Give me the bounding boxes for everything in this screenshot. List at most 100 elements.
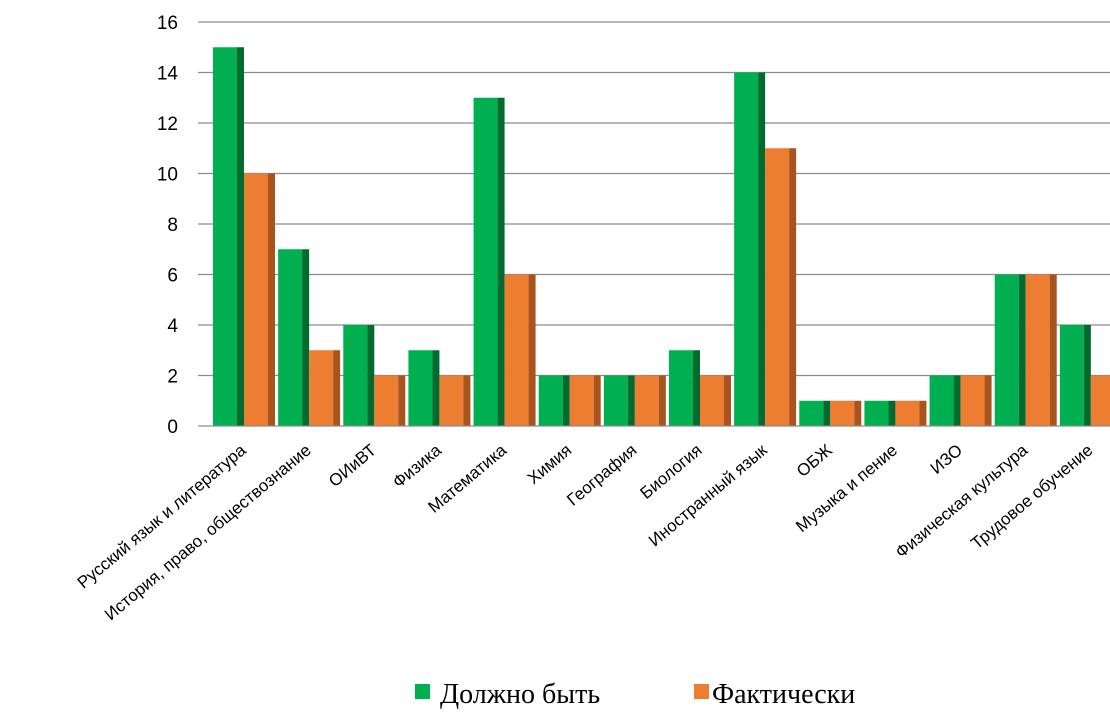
bar-dolzhno-byt xyxy=(473,97,505,426)
bar-side xyxy=(432,350,440,426)
bar-front xyxy=(994,274,1019,426)
bar-fakticheski xyxy=(895,400,927,426)
bar-side xyxy=(758,72,766,426)
bar-front xyxy=(504,274,529,426)
x-category-label: Трудовое обучение xyxy=(967,441,1096,554)
bar-dolzhno-byt xyxy=(343,325,375,426)
bar-dolzhno-byt xyxy=(799,400,831,426)
y-tick-label: 2 xyxy=(167,367,178,388)
bars xyxy=(213,47,1110,426)
bar-side xyxy=(528,274,536,426)
bar-front xyxy=(569,375,594,426)
legend-swatch-fakticheski xyxy=(694,684,709,699)
bar-front xyxy=(244,173,268,426)
bar-dolzhno-byt xyxy=(603,375,635,426)
bar-front xyxy=(343,325,368,426)
bar-side xyxy=(789,148,797,426)
bar-front xyxy=(374,375,399,426)
bar-front xyxy=(439,375,464,426)
bar-side xyxy=(658,375,666,426)
bar-dolzhno-byt xyxy=(734,72,766,426)
bar-side xyxy=(1083,325,1091,426)
bar-side xyxy=(888,400,896,426)
bar-side xyxy=(237,47,244,426)
bar-front xyxy=(669,350,693,426)
bar-front xyxy=(864,400,889,426)
bar-side xyxy=(302,249,310,426)
bar-dolzhno-byt xyxy=(994,274,1026,426)
bar-dolzhno-byt xyxy=(278,249,310,426)
y-axis-tick-labels: 0 2 4 6 8 10 12 14 16 xyxy=(157,13,179,438)
bar-front xyxy=(799,400,824,426)
bar-side xyxy=(497,97,505,426)
bar-front xyxy=(1059,325,1084,426)
y-tick-label: 0 xyxy=(167,417,178,438)
y-tick-label: 6 xyxy=(167,266,178,287)
bar-fakticheski xyxy=(634,375,666,426)
bar-dolzhno-byt xyxy=(1059,325,1091,426)
bar-fakticheski xyxy=(830,400,862,426)
bar-side xyxy=(984,375,992,426)
bar-front xyxy=(473,97,498,426)
bar-front xyxy=(1025,274,1050,426)
y-tick-label: 4 xyxy=(167,316,178,337)
legend: Должно быть Фактически xyxy=(415,679,855,710)
bar-side xyxy=(1049,274,1057,426)
bar-fakticheski xyxy=(439,375,471,426)
bar-side xyxy=(693,350,700,426)
bar-front xyxy=(309,350,334,426)
x-category-label: ИЗО xyxy=(927,441,966,478)
bar-front xyxy=(830,400,855,426)
legend-label-fakticheski: Фактически xyxy=(712,679,855,710)
bar-side xyxy=(854,400,862,426)
bar-side xyxy=(1018,274,1026,426)
legend-label-dolzhno-byt: Должно быть xyxy=(440,679,600,710)
bar-side xyxy=(953,375,961,426)
y-tick-label: 10 xyxy=(157,165,178,186)
x-category-label: Иностранный язык xyxy=(645,440,771,550)
y-tick-label: 8 xyxy=(167,215,178,236)
bar-front xyxy=(213,47,237,426)
bar-fakticheski xyxy=(244,173,275,426)
bar-dolzhno-byt xyxy=(538,375,570,426)
bar-front xyxy=(278,249,303,426)
bar-fakticheski xyxy=(1090,375,1110,426)
bar-front xyxy=(603,375,628,426)
bar-dolzhno-byt xyxy=(408,350,440,426)
bar-fakticheski xyxy=(504,274,536,426)
bar-side xyxy=(724,375,731,426)
x-category-label: География xyxy=(563,441,640,510)
bar-front xyxy=(538,375,563,426)
bar-front xyxy=(895,400,920,426)
bar-front xyxy=(765,148,790,426)
bar-fakticheski xyxy=(765,148,797,426)
x-category-label: Химия xyxy=(524,441,575,488)
bar-side xyxy=(823,400,831,426)
bar-dolzhno-byt xyxy=(669,350,700,426)
bar-fakticheski xyxy=(960,375,992,426)
bar-front xyxy=(734,72,759,426)
bar-fakticheski xyxy=(1025,274,1057,426)
bar-front xyxy=(1090,375,1110,426)
y-tick-label: 16 xyxy=(157,13,178,34)
x-category-label: ОИиВТ xyxy=(325,441,380,491)
bar-side xyxy=(333,350,341,426)
bar-side xyxy=(268,173,275,426)
gridlines xyxy=(198,21,1110,377)
x-category-label: Физика xyxy=(389,440,445,492)
bar-side xyxy=(398,375,406,426)
bar-fakticheski xyxy=(374,375,406,426)
y-tick-label: 14 xyxy=(157,64,179,85)
bar-side xyxy=(367,325,375,426)
x-category-label: ОБЖ xyxy=(793,440,836,481)
bar-side xyxy=(463,375,471,426)
y-tick-label: 12 xyxy=(157,114,178,135)
bar-fakticheski xyxy=(569,375,601,426)
bar-side xyxy=(627,375,635,426)
bar-fakticheski xyxy=(700,375,731,426)
bar-dolzhno-byt xyxy=(213,47,244,426)
bar-dolzhno-byt xyxy=(929,375,961,426)
bar-front xyxy=(408,350,433,426)
bar-front xyxy=(634,375,659,426)
